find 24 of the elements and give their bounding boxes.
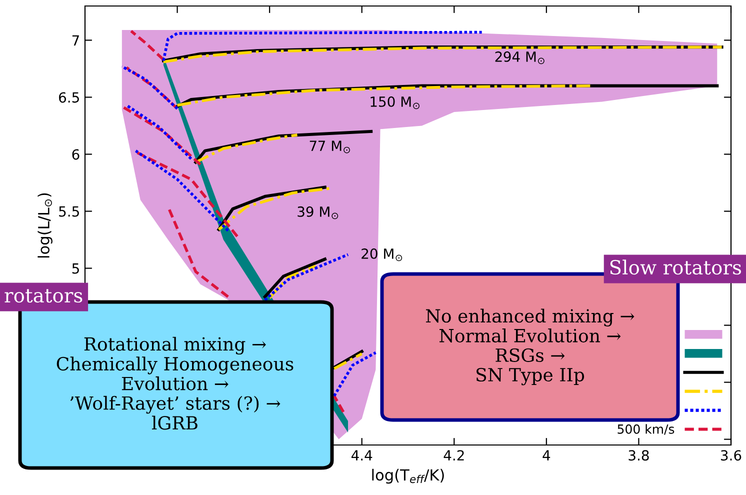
x-tick-label: 4 — [542, 450, 550, 460]
y-tick-label: 6.5 — [59, 92, 79, 103]
x-tick-label: 3.8 — [628, 450, 649, 461]
y-tick-label: 6 — [72, 149, 80, 160]
annotation: 77 M$_{⊙}$ — [310, 140, 350, 154]
y-axis-title: log(L/L$_{⊙}$) — [38, 193, 52, 258]
y-tick-label: 5.5 — [59, 206, 79, 217]
line-series — [194, 133, 299, 164]
annotation: 39 M$_{⊙}$ — [298, 206, 338, 220]
x-tick-label: 4.4 — [351, 450, 372, 460]
annotation: 294 M$_{⊙}$ — [495, 51, 544, 64]
x-tick-label: 4.2 — [444, 450, 464, 460]
x-axis-title: log(T$_{eff}$/K) — [372, 468, 444, 484]
annotation: Rotational mixing → Chemically Homogeneous Evolution → ’Wolf-Rayet’ stars (?) → lGRB — [56, 336, 294, 430]
annotation: 150 M$_{⊙}$ — [370, 96, 420, 110]
legend-label: 500 km/s — [618, 424, 674, 435]
text: rotators — [4, 289, 82, 303]
y-tick-label: 7 — [72, 35, 79, 46]
x-tick-label: 3.6 — [721, 450, 742, 461]
line-series — [162, 30, 484, 62]
annotation: 20 M$_{⊙}$ — [362, 248, 402, 262]
annotation: Slow rotators — [610, 260, 742, 275]
annotation: No enhanced mixing → Normal Evolution → RSGs → SN Type IIp — [426, 308, 634, 386]
y-tick-label: 5 — [72, 263, 79, 274]
